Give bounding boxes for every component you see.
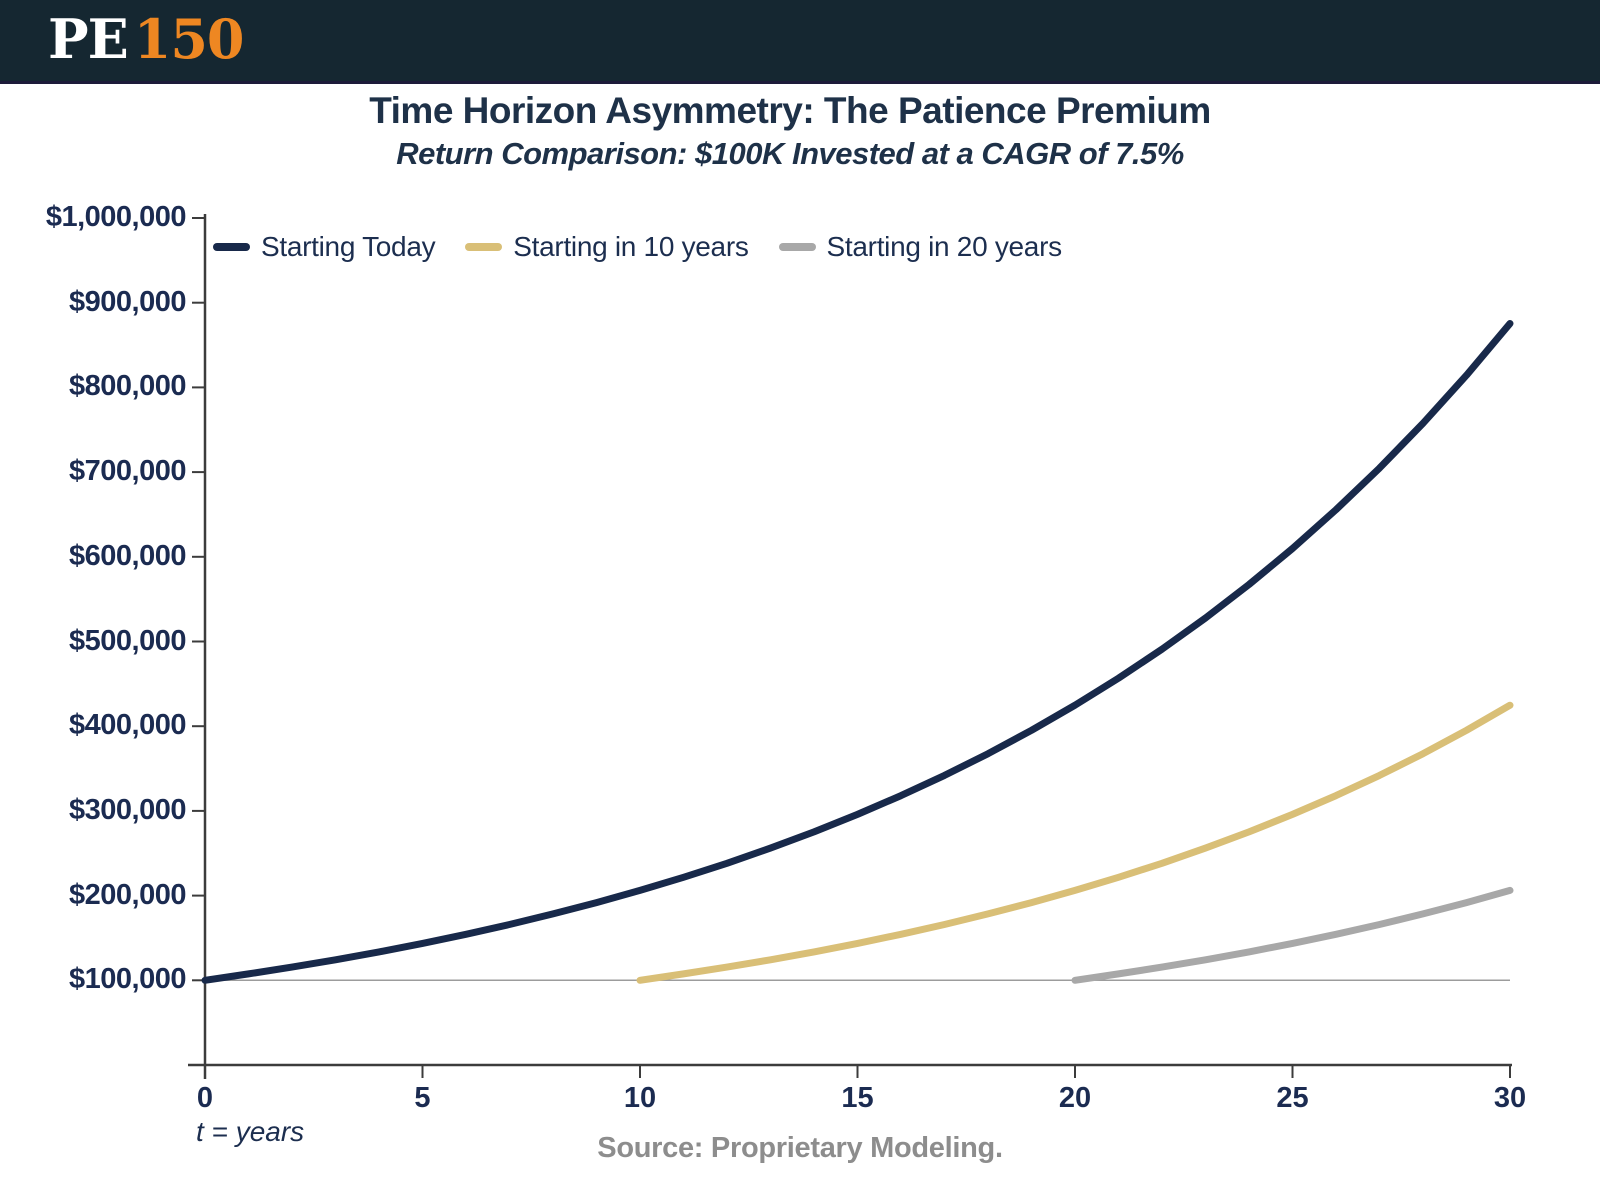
- y-axis-tick-label: $900,000: [69, 285, 186, 318]
- y-axis-tick-label: $800,000: [69, 370, 186, 403]
- y-axis-tick-label: $500,000: [69, 624, 186, 657]
- legend-item-starting-in-10-years: Starting in 10 years: [465, 231, 749, 263]
- y-axis-tick-label: $1,000,000: [45, 201, 187, 233]
- x-axis-tick-label: 0: [196, 1082, 214, 1114]
- legend-label: Starting Today: [261, 231, 436, 262]
- legend-item-starting-today: Starting Today: [213, 231, 436, 263]
- legend-swatch-gold: [465, 243, 503, 251]
- x-axis-tick-label: 30: [1493, 1082, 1527, 1114]
- series-line-starting-today: [201, 320, 1514, 984]
- y-axis-tick-label: $700,000: [69, 455, 186, 488]
- pe150-logo: PE 150: [48, 7, 244, 71]
- chart-title: Time Horizon Asymmetry: The Patience Pre…: [369, 90, 1211, 131]
- y-axis-tick-label: $600,000: [69, 539, 186, 572]
- legend-label: Starting in 10 years: [513, 231, 749, 262]
- logo-text-150: 150: [133, 7, 245, 71]
- x-axis-note: t = years: [196, 1116, 305, 1147]
- x-axis-tick-label: 25: [1276, 1082, 1309, 1114]
- chart-subtitle: Return Comparison: $100K Invested at a C…: [396, 136, 1184, 171]
- series-line-starting-in-10-years: [636, 701, 1514, 984]
- legend-swatch-gray: [778, 243, 816, 251]
- x-axis-tick-label: 10: [623, 1082, 657, 1114]
- logo-text-pe: PE: [48, 7, 129, 71]
- legend-item-starting-in-20-years: Starting in 20 years: [778, 231, 1063, 263]
- x-axis-tick-label: 5: [414, 1082, 431, 1114]
- source-note: Source: Proprietary Modeling.: [597, 1132, 1003, 1164]
- x-axis-tick-label: 15: [841, 1082, 874, 1114]
- y-axis-tick-label: $100,000: [69, 963, 186, 996]
- y-axis-tick-label: $200,000: [69, 878, 186, 911]
- x-axis-tick-label: 20: [1058, 1082, 1092, 1114]
- legend: Starting Today Starting in 10 years Star…: [213, 231, 1062, 263]
- header-bar: PE 150: [0, 0, 1600, 84]
- y-axis-tick-label: $300,000: [69, 793, 186, 826]
- y-axis-tick-label: $400,000: [69, 709, 186, 742]
- legend-label: Starting in 20 years: [826, 231, 1063, 262]
- legend-swatch-navy: [213, 243, 250, 251]
- series-line-starting-in-20-years: [1071, 886, 1514, 984]
